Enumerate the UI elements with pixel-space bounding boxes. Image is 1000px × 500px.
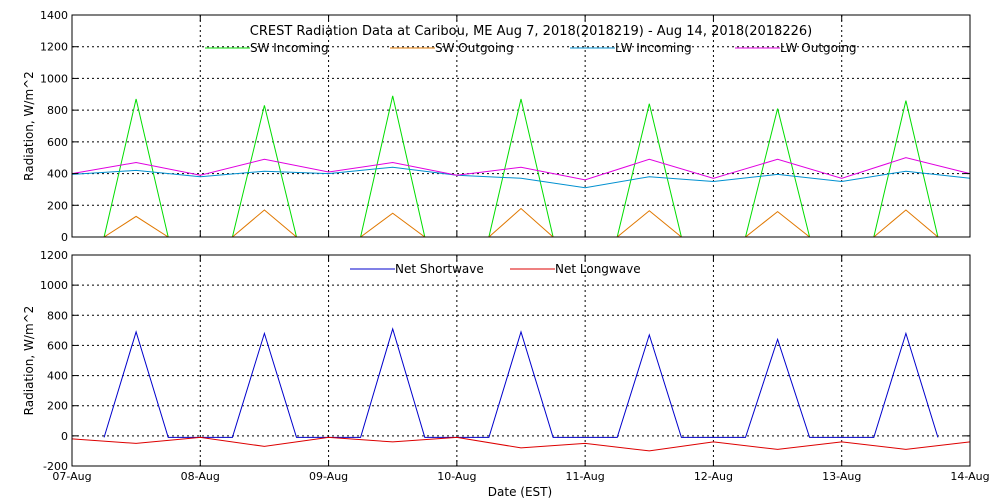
x-tick-label: 12-Aug bbox=[694, 470, 733, 483]
y-axis-label: Radiation, W/m^2 bbox=[22, 306, 36, 416]
y-axis-label: Radiation, W/m^2 bbox=[22, 71, 36, 181]
y-tick-label: 200 bbox=[47, 199, 68, 212]
y-tick-label: 1200 bbox=[40, 41, 68, 54]
y-tick-label: 0 bbox=[61, 231, 68, 244]
x-tick-label: 11-Aug bbox=[566, 470, 605, 483]
x-tick-label: 07-Aug bbox=[52, 470, 91, 483]
legend-label-sw-incoming: SW Incoming bbox=[250, 41, 329, 55]
x-tick-label: 10-Aug bbox=[437, 470, 476, 483]
upper-radiation-panel: 0 200 400 600 800 1000 1200 1400 Radiation, W/m^… bbox=[22, 9, 971, 244]
y-tick-label: 1000 bbox=[40, 72, 68, 85]
y-tick-label: 1400 bbox=[40, 9, 68, 22]
x-axis-label: Date (EST) bbox=[488, 485, 552, 499]
y-tick-label: 800 bbox=[47, 309, 68, 322]
x-tick-label: 08-Aug bbox=[181, 470, 220, 483]
y-tick-label: 1000 bbox=[40, 279, 68, 292]
x-tick-label: 14-Aug bbox=[950, 470, 989, 483]
legend-label-net-shortwave: Net Shortwave bbox=[395, 262, 484, 276]
y-tick-label: 400 bbox=[47, 168, 68, 181]
y-tick-label: 800 bbox=[47, 104, 68, 117]
series-line-lw-outgoing bbox=[71, 157, 971, 181]
plot-frame bbox=[71, 254, 971, 467]
y-tick-label: 400 bbox=[47, 370, 68, 383]
y-tick-label: -200 bbox=[43, 460, 68, 473]
x-tick-label: 09-Aug bbox=[309, 470, 348, 483]
legend-label-sw-outgoing: SW Outgoing bbox=[435, 41, 514, 55]
legend-label-lw-incoming: LW Incoming bbox=[615, 41, 692, 55]
y-tick-label: 0 bbox=[61, 430, 68, 443]
y-tick-label: 600 bbox=[47, 136, 68, 149]
y-tick-label: 1200 bbox=[40, 249, 68, 262]
x-tick-label: 13-Aug bbox=[822, 470, 861, 483]
series-line-sw-incoming bbox=[103, 95, 939, 238]
series-line-sw-outgoing bbox=[103, 207, 939, 238]
series-line-net-shortwave bbox=[103, 327, 939, 438]
y-tick-label: 200 bbox=[47, 400, 68, 413]
net-radiation-panel: -200 0 200 400 600 800 1000 1200 07-Aug 08-Aug 09-… bbox=[22, 249, 990, 483]
series-line-net-longwave bbox=[71, 436, 971, 452]
plot-frame bbox=[71, 14, 971, 238]
legend-label-net-longwave: Net Longwave bbox=[555, 262, 641, 276]
legend-label-lw-outgoing: LW Outgoing bbox=[780, 41, 857, 55]
series-line-lw-incoming bbox=[71, 166, 971, 189]
chart-title: CREST Radiation Data at Caribou, ME Aug … bbox=[250, 24, 812, 39]
y-tick-label: 600 bbox=[47, 339, 68, 352]
